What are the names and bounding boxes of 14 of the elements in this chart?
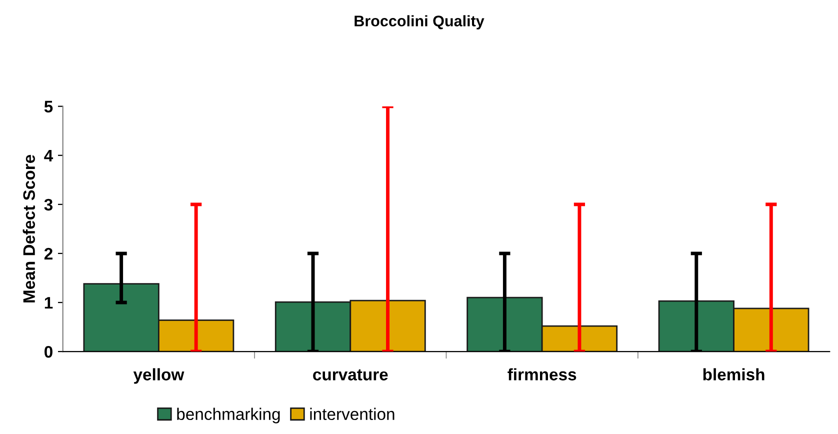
x-tick-label: yellow (133, 368, 184, 384)
legend-label: intervention (310, 408, 394, 420)
y-tick-label: 4 (44, 150, 54, 162)
y-tick-label: 0 (44, 346, 52, 358)
x-tick-label: blemish (703, 368, 764, 380)
chart-title: Broccolini Quality (354, 15, 484, 30)
y-axis-title: Mean Defect Score (22, 154, 36, 302)
x-tick-label: firmness (508, 368, 576, 380)
y-tick-label: 2 (44, 248, 52, 260)
y-tick-label: 3 (44, 198, 53, 211)
legend-label: benchmarking (177, 408, 280, 424)
x-tick-label: curvature (313, 369, 388, 380)
y-tick-label: 1 (44, 297, 53, 309)
y-tick-label: 5 (44, 100, 53, 113)
